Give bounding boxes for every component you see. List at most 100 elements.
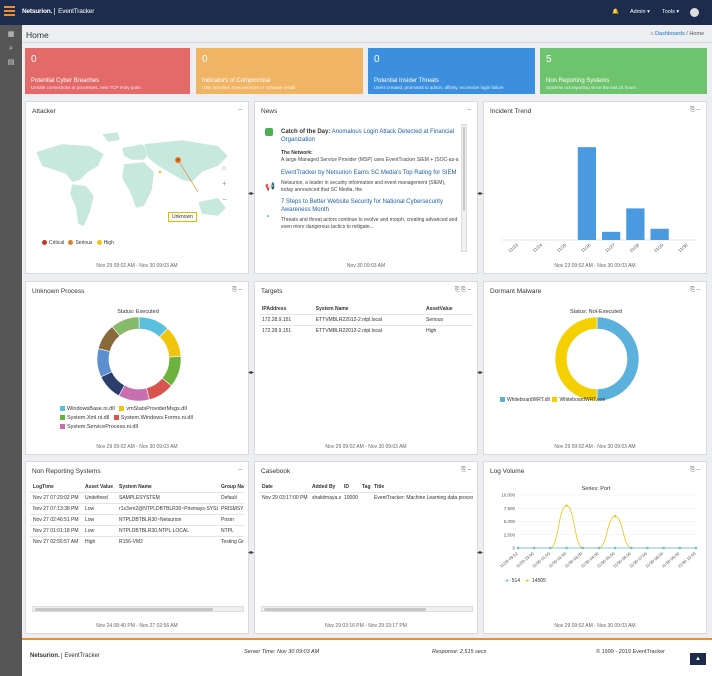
x-tick-label: 11/28 xyxy=(629,242,641,253)
resize-handle[interactable]: ◂▸ xyxy=(248,191,255,197)
copyright: © 1999 - 2019 EventTracker xyxy=(596,649,665,655)
top-bar: Netsurion. EventTracker 🔔 Admin ▾ Tools ▾ xyxy=(0,0,712,25)
column-header[interactable]: IPAddress xyxy=(262,306,287,312)
kpi-cyber-breaches[interactable]: 0 Potential Cyber Breaches Unsafe connecti… xyxy=(25,48,190,94)
column-header[interactable]: AssetValue xyxy=(426,306,453,312)
resize-handle[interactable]: ◂▸ xyxy=(477,191,484,197)
data-point xyxy=(662,546,665,550)
rss-icon: ◔ xyxy=(265,212,270,221)
kpi-non-reporting-systems[interactable]: 5 Non Reporting Systems Systems not report… xyxy=(540,48,707,94)
panel-title: News xyxy=(261,108,278,115)
column-header[interactable]: Date xyxy=(262,484,273,490)
horizontal-scrollbar[interactable] xyxy=(32,606,244,612)
incident-bar[interactable] xyxy=(650,228,669,240)
news-catch-label: Catch of the Day: xyxy=(281,129,331,135)
news-scrollbar[interactable] xyxy=(461,124,467,252)
breadcrumb-dashboards[interactable]: Dashboards xyxy=(655,31,685,37)
news-link-1[interactable]: Anomalous Login Attack Detected at Finan… xyxy=(281,129,455,143)
page-footer: Netsurion. EventTracker Server Time: Nov… xyxy=(22,638,712,676)
column-header[interactable]: ID xyxy=(344,484,349,490)
avatar[interactable] xyxy=(690,8,699,17)
legend-item[interactable]: System.Xml.ni.dll xyxy=(60,415,109,421)
incident-trend-panel: Incident Trend ⎘ – 11/23 11/24 11/25 11/26 1… xyxy=(483,101,707,274)
panel-controls[interactable]: ⎘ – xyxy=(690,287,700,293)
bell-icon[interactable]: 🔔 xyxy=(612,9,619,15)
legend-item[interactable]: WindowsBase.ni.dll xyxy=(60,406,115,412)
admin-menu[interactable]: Admin ▾ xyxy=(630,9,650,15)
column-header[interactable]: Title xyxy=(374,484,385,490)
donut-slice xyxy=(96,348,113,378)
column-header[interactable]: System Name xyxy=(119,484,152,490)
tools-menu[interactable]: Tools ▾ xyxy=(662,9,680,15)
table-row[interactable]: Nov 27 01:01:18 PM Low NTPLDBTBLR30.NTPL.L… xyxy=(30,525,244,537)
panel-timestamp: Nov 29 09:02 AM - Nov 30 09:03 AM xyxy=(96,263,178,269)
resize-handle[interactable]: ◂▸ xyxy=(248,370,255,376)
panel-title: Unknown Process xyxy=(32,288,85,295)
document-icon[interactable]: ▤ xyxy=(7,59,15,66)
panel-title: Targets xyxy=(261,288,283,295)
legend-item[interactable]: -●- 514 xyxy=(504,578,521,584)
column-header[interactable]: Tag xyxy=(362,484,371,490)
sidebar: ▦ ⌕ ▤ xyxy=(0,25,22,676)
legend-item[interactable]: WhiteboardWRT.exe xyxy=(552,397,605,403)
x-tick-label: 11/24 xyxy=(532,242,544,253)
world-map[interactable]: ⌂ + − xyxy=(32,126,244,244)
dormant-malware-donut[interactable] xyxy=(554,316,640,402)
table-row[interactable]: Nov 27 02:56:57 AM High R156-VM2 Testing Gr… xyxy=(30,536,244,547)
panel-controls[interactable]: ⎘ ⎘ – xyxy=(454,287,471,293)
news-text-1: A large Managed Service Provider (MSP) u… xyxy=(281,157,459,163)
kpi-insider-threats[interactable]: 0 Potential Insider Threats Users created,… xyxy=(368,48,535,94)
attacker-panel: Attacker – ⌂ + − Unknown Critical Seriou… xyxy=(25,101,249,274)
column-header[interactable]: Added By xyxy=(312,484,336,490)
data-point xyxy=(532,546,536,550)
resize-handle[interactable]: ◂▸ xyxy=(248,550,255,556)
grid-icon[interactable]: ▦ xyxy=(7,31,15,38)
unknown-process-donut[interactable] xyxy=(96,316,182,402)
horizontal-scrollbar[interactable] xyxy=(261,606,473,612)
search-icon[interactable]: ⌕ xyxy=(9,45,13,52)
incident-trend-chart[interactable]: 11/23 11/24 11/25 11/26 11/27 11/28 11/29 11/30 xyxy=(484,102,708,262)
news-link-2[interactable]: EventTracker by Netsurion Earns SC Media… xyxy=(281,170,457,176)
table-row[interactable]: 172.28.9.151 ETTVMBLR22012-2.ntpl.local Se… xyxy=(259,314,473,326)
legend-item[interactable]: -●- 14505 xyxy=(524,578,546,584)
legend-item[interactable]: vmStatsProviderMsgs.dll xyxy=(119,406,187,412)
resize-handle[interactable]: ◂▸ xyxy=(477,550,484,556)
legend-item[interactable]: WhiteboardWRT.dll xyxy=(500,397,550,403)
panel-controls[interactable]: ⎘ – xyxy=(690,107,700,113)
column-header[interactable]: LogTime xyxy=(33,484,54,490)
minimize-icon[interactable]: – xyxy=(467,107,471,113)
x-tick-label: 11/26 xyxy=(580,242,592,253)
table-row[interactable]: Nov 29 03:17:00 PM shaktimaya.s 10000 Event… xyxy=(259,492,473,503)
incident-bar[interactable] xyxy=(626,208,645,240)
scroll-top-button[interactable]: ▲ xyxy=(690,653,706,665)
column-header[interactable]: Asset Value xyxy=(85,484,114,490)
non-reporting-panel: Non Reporting Systems – LogTime Asset Val… xyxy=(25,461,249,634)
panel-controls[interactable]: ⎘ – xyxy=(690,467,700,473)
minimize-icon[interactable]: – xyxy=(238,467,242,473)
chart-status: Status: Not-Executed xyxy=(570,309,622,315)
panel-timestamp: Nov 29 03:16 PM - Nov 29 03:17 PM xyxy=(325,623,407,629)
server-time: Server Time: Nov 30 09:03 AM xyxy=(244,649,320,655)
home-icon[interactable]: ⌂ xyxy=(650,31,654,37)
news-link-3[interactable]: 7 Steps to Better Website Security for N… xyxy=(281,199,443,213)
minimize-icon[interactable]: – xyxy=(238,107,242,113)
panel-controls[interactable]: ⎘ – xyxy=(461,467,471,473)
resize-handle[interactable]: ◂▸ xyxy=(477,370,484,376)
table-row[interactable]: 172.28.9.151 ETTVMBLR22012-2.ntpl.local Hi… xyxy=(259,325,473,336)
table-row[interactable]: Nov 27 07:29:02 PM Undefined SAMPLESYSTEM D… xyxy=(30,492,244,504)
legend-item[interactable]: System.ServiceProcess.ni.dll xyxy=(60,424,138,430)
column-header[interactable]: System Name xyxy=(315,306,349,312)
incident-bar[interactable] xyxy=(602,231,621,240)
table-row[interactable]: Nov 27 07:13:38 PM Low r1s3vm2@NTPLDBTBLR3… xyxy=(30,503,244,515)
table-row[interactable]: Nov 27 02:46:51 PM Low NTPLDBTBLR30~Netsur… xyxy=(30,514,244,526)
legend-item[interactable]: System.Windows.Forms.ni.dll xyxy=(113,415,193,421)
kpi-indicators-of-compromise[interactable]: 0 Indicators of Compromise USB activities,… xyxy=(196,48,363,94)
news-text-2: Netsurion, a leader in security informat… xyxy=(281,180,446,193)
incident-bar[interactable] xyxy=(577,147,596,240)
panel-controls[interactable]: ⎘ – xyxy=(232,287,242,293)
log-volume-legend: -●- 514 -●- 14505 xyxy=(504,578,546,584)
column-header[interactable]: Group Name xyxy=(221,484,244,490)
unknown-legend: WindowsBase.ni.dll vmStatsProviderMsgs.d… xyxy=(60,405,250,432)
hamburger-menu-icon[interactable] xyxy=(4,6,15,18)
